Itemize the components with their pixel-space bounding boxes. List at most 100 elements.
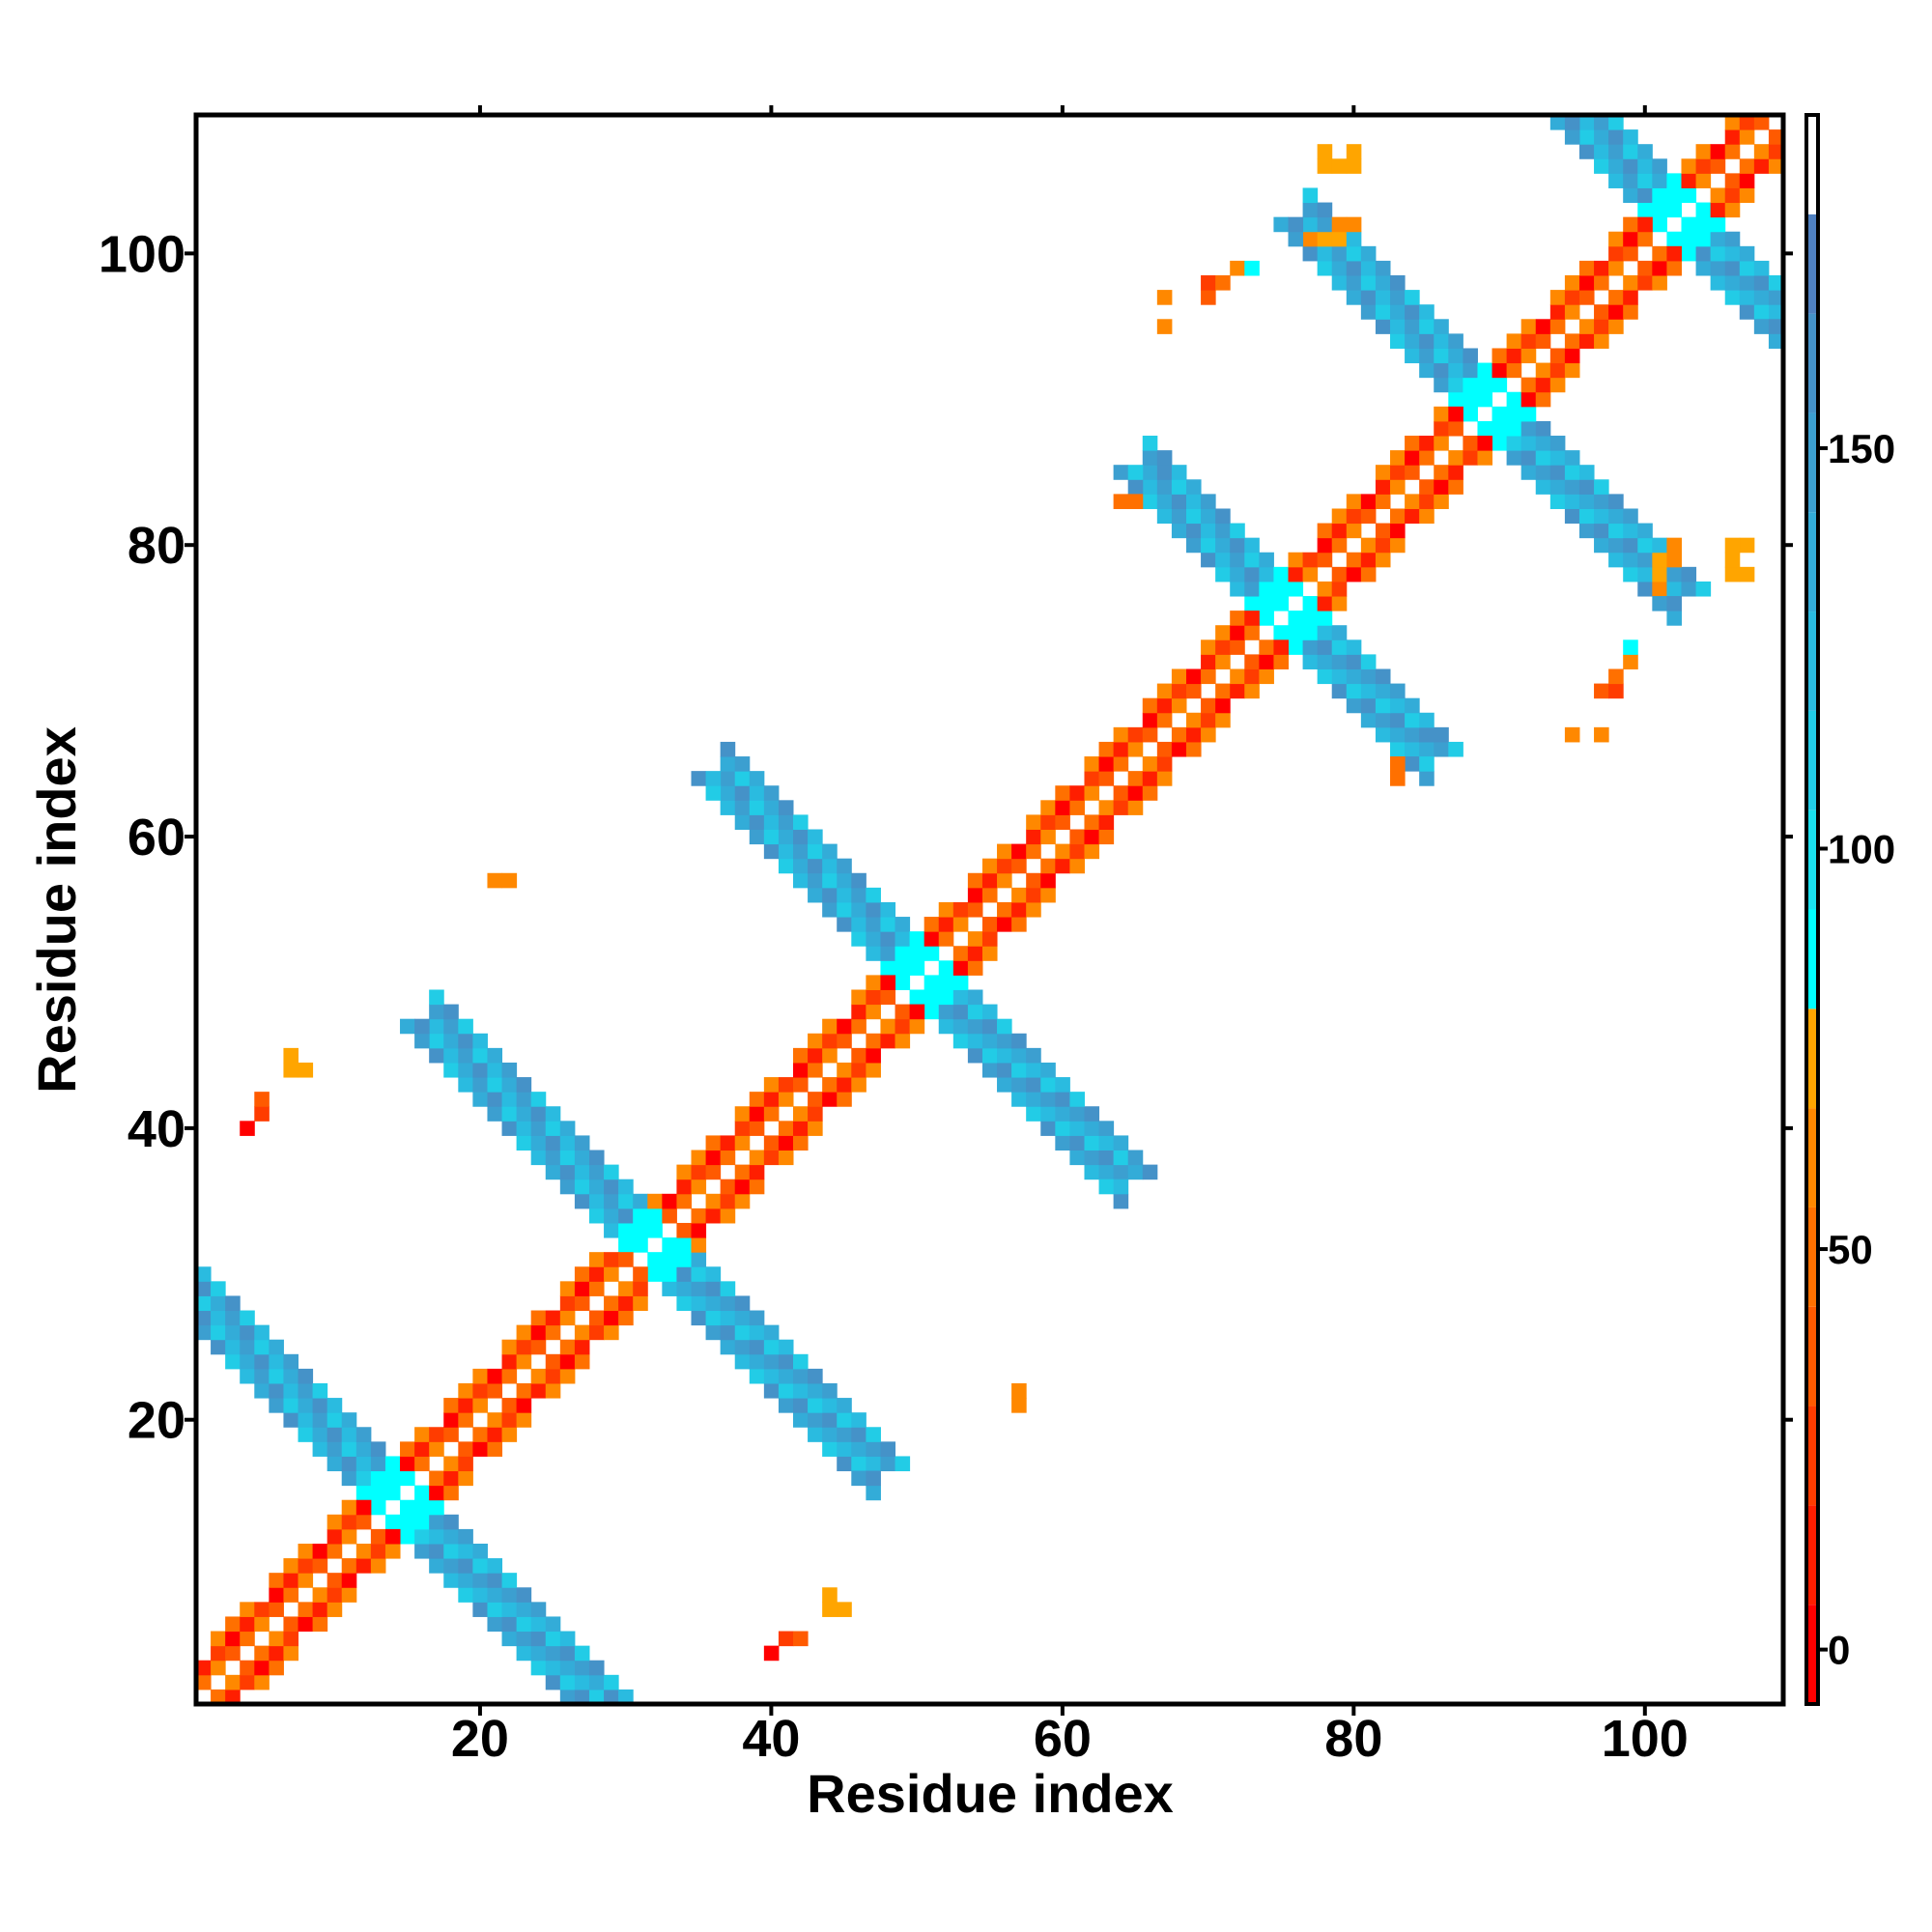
heatmap-cell — [1434, 348, 1449, 364]
heatmap-cell — [327, 1412, 343, 1428]
heatmap-cell — [429, 1499, 444, 1516]
heatmap-cell — [269, 1631, 284, 1647]
heatmap-cell — [822, 1047, 838, 1064]
heatmap-cell — [1360, 697, 1377, 714]
heatmap-cell — [808, 1382, 823, 1399]
heatmap-cell — [822, 1092, 838, 1107]
heatmap-cell — [952, 1004, 969, 1020]
heatmap-cell — [1375, 319, 1391, 334]
heatmap-cell — [895, 917, 911, 932]
heatmap-cell — [254, 1382, 270, 1399]
heatmap-cell — [240, 1324, 255, 1341]
heatmap-cell — [851, 1062, 867, 1078]
heatmap-cell — [1244, 625, 1260, 640]
heatmap-cell — [1637, 231, 1653, 247]
heatmap-cell — [981, 1062, 998, 1078]
heatmap-cell — [1156, 319, 1173, 334]
heatmap-cell — [1520, 406, 1537, 422]
heatmap-cell — [1594, 494, 1609, 509]
heatmap-cell — [1549, 290, 1566, 305]
heatmap-cell — [1434, 362, 1449, 379]
heatmap-cell — [1666, 231, 1682, 247]
heatmap-cell — [866, 931, 881, 947]
heatmap-cell — [676, 1222, 692, 1238]
heatmap-cell — [384, 1543, 401, 1559]
heatmap-cell — [414, 1427, 430, 1442]
heatmap-cell — [530, 1310, 547, 1326]
heatmap-cell — [1390, 479, 1406, 495]
heatmap-cell — [618, 1252, 634, 1267]
heatmap-cell — [720, 1135, 736, 1151]
heatmap-cell — [1026, 1062, 1041, 1078]
heatmap-cell — [763, 1339, 780, 1355]
heatmap-cell — [676, 1252, 692, 1267]
heatmap-cell — [938, 1004, 954, 1020]
heatmap-cell — [1520, 465, 1537, 480]
heatmap-cell — [851, 1441, 867, 1457]
heatmap-cell — [1695, 144, 1712, 159]
heatmap-cell — [1637, 581, 1653, 597]
heatmap-cell — [837, 872, 852, 889]
heatmap-cell — [822, 1033, 838, 1049]
heatmap-cell — [1142, 712, 1158, 728]
heatmap-cell — [720, 1339, 736, 1355]
heatmap-cell — [1302, 566, 1319, 582]
heatmap-cell — [851, 989, 867, 1006]
heatmap-cell — [662, 1252, 677, 1267]
heatmap-cell — [574, 1266, 590, 1282]
heatmap-cell — [429, 1004, 444, 1020]
heatmap-cell — [1346, 216, 1362, 233]
heatmap-cell — [1739, 115, 1755, 130]
heatmap-cell — [1055, 1092, 1070, 1107]
heatmap-cell — [1405, 436, 1420, 451]
heatmap-cell — [1185, 741, 1202, 757]
heatmap-cell — [1098, 756, 1115, 772]
heatmap-cell — [1535, 479, 1551, 495]
heatmap-cell — [370, 1470, 386, 1487]
heatmap-cell — [269, 1645, 284, 1662]
heatmap-cell — [1331, 231, 1348, 247]
heatmap-cell — [1230, 625, 1245, 640]
heatmap-cell — [1244, 683, 1260, 699]
heatmap-cell — [1127, 741, 1144, 757]
heatmap-cell — [1346, 566, 1362, 582]
heatmap-cell — [1215, 625, 1231, 640]
heatmap-cell — [734, 771, 751, 786]
heatmap-cell — [530, 1602, 547, 1617]
heatmap-cell — [1055, 814, 1070, 830]
heatmap-cell — [1215, 537, 1231, 554]
heatmap-cell — [1463, 348, 1478, 364]
heatmap-cell — [778, 858, 794, 874]
heatmap-cell — [588, 1660, 605, 1676]
heatmap-cell — [269, 1660, 284, 1676]
heatmap-cell — [1768, 158, 1784, 174]
heatmap-cell — [487, 1412, 503, 1428]
heatmap-cell — [1011, 901, 1027, 918]
heatmap-cell — [604, 1674, 619, 1690]
heatmap-cell — [808, 1427, 823, 1442]
heatmap-cell — [1405, 494, 1420, 509]
heatmap-cell — [1623, 245, 1638, 262]
heatmap-cell — [574, 1164, 590, 1180]
heatmap-cell — [1011, 917, 1027, 932]
heatmap-cell — [1390, 465, 1406, 480]
heatmap-cell — [1549, 465, 1566, 480]
heatmap-cell — [793, 1106, 809, 1122]
heatmap-cell — [793, 843, 809, 860]
heatmap-cell — [720, 771, 736, 786]
heatmap-cell — [1098, 814, 1115, 830]
heatmap-cell — [851, 872, 867, 889]
y-tick-label: 100 — [99, 225, 185, 283]
heatmap-cell — [1273, 566, 1289, 582]
colorbar-segment — [1806, 810, 1818, 910]
heatmap-cell — [1652, 158, 1667, 174]
heatmap-cell — [414, 1456, 430, 1472]
heatmap-cell — [1302, 216, 1319, 233]
heatmap-cell — [1564, 494, 1580, 509]
heatmap-cell — [1215, 712, 1231, 728]
heatmap-cell — [1608, 129, 1624, 145]
heatmap-cell — [1768, 304, 1784, 320]
heatmap-cell — [458, 1528, 473, 1545]
heatmap-cell — [1434, 465, 1449, 480]
